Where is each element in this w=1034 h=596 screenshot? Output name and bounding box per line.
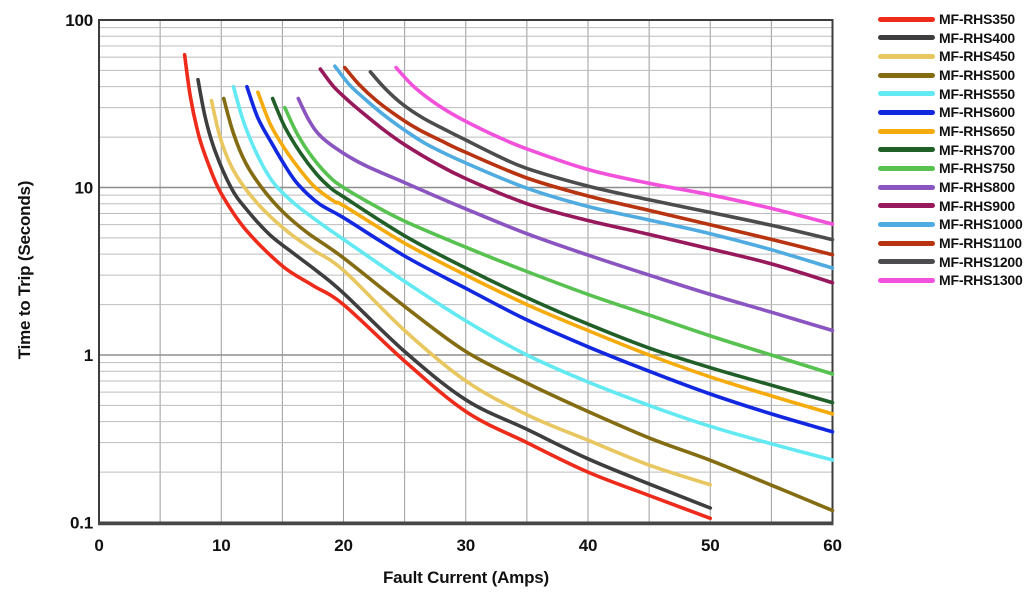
curve-mf-rhs1200 [368,70,835,242]
y-tick-label: 100 [65,11,93,30]
x-tick-label: 20 [334,536,353,555]
curve-mf-rhs500 [221,96,835,513]
x-tick-label: 30 [456,536,475,555]
x-tick-label: 40 [579,536,598,555]
curve-mf-rhs350 [182,53,713,521]
curve-mf-rhs1000 [333,64,835,270]
curve-mf-rhs1100 [342,65,835,257]
curve-mf-rhs400 [196,77,713,510]
y-axis-title: Time to Trip (Seconds) [15,180,34,360]
y-tick-label: 10 [74,179,93,198]
curve-mf-rhs900 [318,67,835,285]
curve-mf-rhs700 [270,96,835,405]
curve-mf-rhs750 [283,105,835,376]
y-tick-label: 1 [84,346,93,365]
x-tick-label: 50 [701,536,720,555]
y-tick-label: 0.1 [70,514,93,533]
x-tick-label: 0 [94,536,103,555]
curve-mf-rhs650 [256,90,835,416]
curve-mf-rhs1300 [394,65,835,226]
curve-mf-rhs600 [245,84,835,434]
curve-mf-rhs800 [296,96,835,333]
curve-mf-rhs450 [209,98,713,487]
x-tick-label: 10 [212,536,231,555]
x-tick-label: 60 [823,536,842,555]
x-axis-title: Fault Current (Amps) [382,568,549,587]
curve-mf-rhs550 [231,84,835,462]
